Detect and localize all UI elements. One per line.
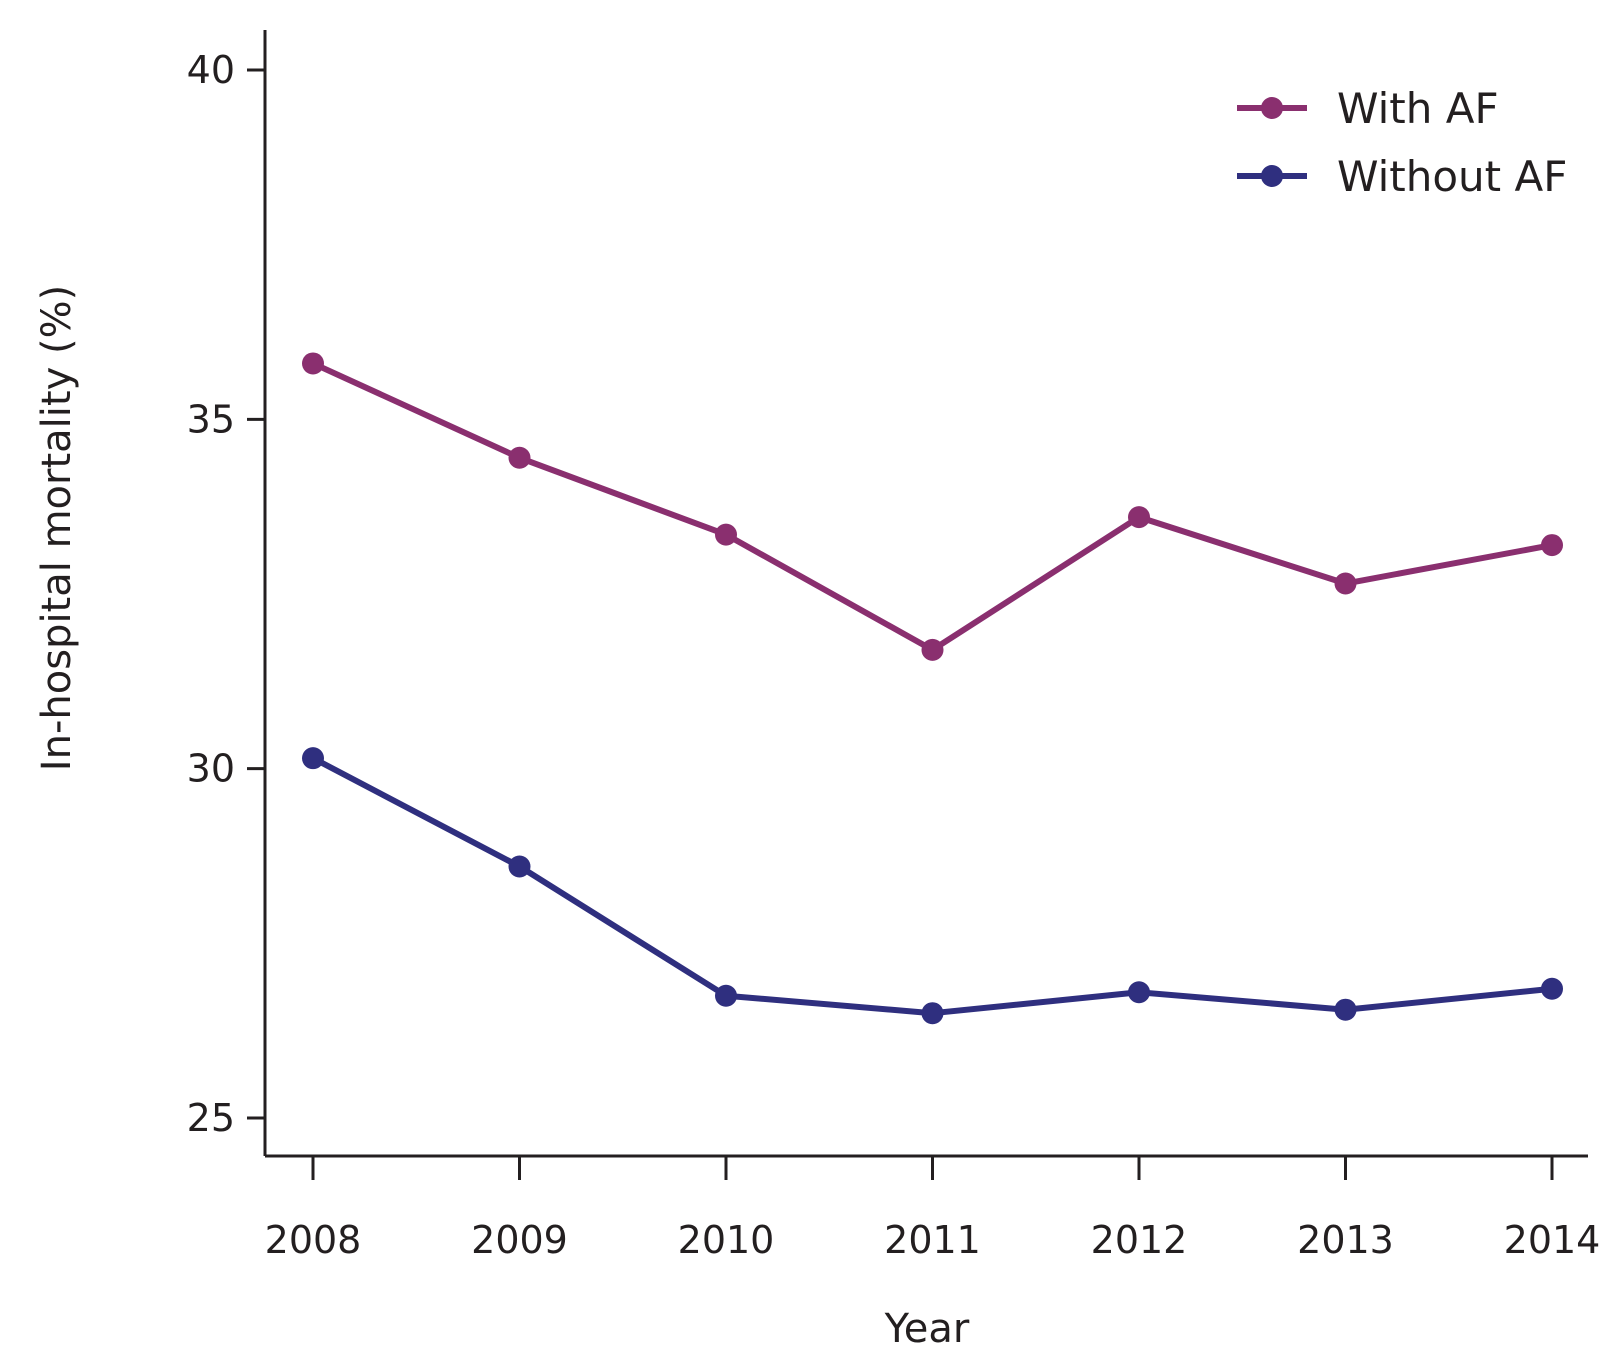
x-tick-label: 2008 <box>265 1218 362 1262</box>
data-point <box>1541 977 1563 1000</box>
legend-item: With AF <box>1237 84 1499 133</box>
series-line <box>311 755 1553 1017</box>
legend-swatch-marker <box>1261 165 1283 187</box>
data-point <box>715 523 737 546</box>
data-point <box>302 352 324 375</box>
x-tick-label: 2013 <box>1297 1218 1394 1262</box>
x-axis-title: Year <box>884 1306 970 1352</box>
data-point <box>715 984 737 1007</box>
series-line <box>311 360 1553 653</box>
legend-label: Without AF <box>1337 152 1567 201</box>
axes <box>263 30 1588 1158</box>
y-axis-title: In-hospital mortality (%) <box>34 285 80 771</box>
series-group <box>302 352 1563 1025</box>
data-point <box>508 855 531 878</box>
y-tick-label: 25 <box>187 1096 235 1140</box>
y-tick-label: 35 <box>187 397 235 441</box>
x-tick-label: 2011 <box>884 1218 981 1262</box>
series-2 <box>302 747 1563 1025</box>
x-tick-label: 2010 <box>678 1218 775 1262</box>
x-tick-label: 2009 <box>471 1218 568 1262</box>
series-1 <box>302 352 1563 661</box>
legend-label: With AF <box>1337 84 1499 133</box>
data-point <box>508 446 531 469</box>
y-tick-label: 30 <box>187 747 235 791</box>
legend-swatch-marker <box>1261 97 1283 119</box>
data-point <box>1541 534 1563 557</box>
x-axis-ticks: 2008 2009 2010 2011 2012 2013 2014 <box>265 1156 1601 1262</box>
x-tick-label: 2012 <box>1091 1218 1188 1262</box>
y-tick-label: 40 <box>187 48 235 92</box>
data-point <box>921 638 944 661</box>
legend-item: Without AF <box>1237 152 1567 201</box>
x-tick-label: 2014 <box>1504 1218 1601 1262</box>
data-point <box>302 747 324 770</box>
data-point <box>1334 998 1357 1021</box>
data-point <box>921 1002 944 1025</box>
legend: With AF Without AF <box>1237 84 1567 201</box>
y-axis-ticks: 25 30 35 40 <box>187 48 265 1140</box>
data-point <box>1128 981 1150 1004</box>
data-point <box>1334 572 1357 595</box>
data-point <box>1128 506 1150 529</box>
